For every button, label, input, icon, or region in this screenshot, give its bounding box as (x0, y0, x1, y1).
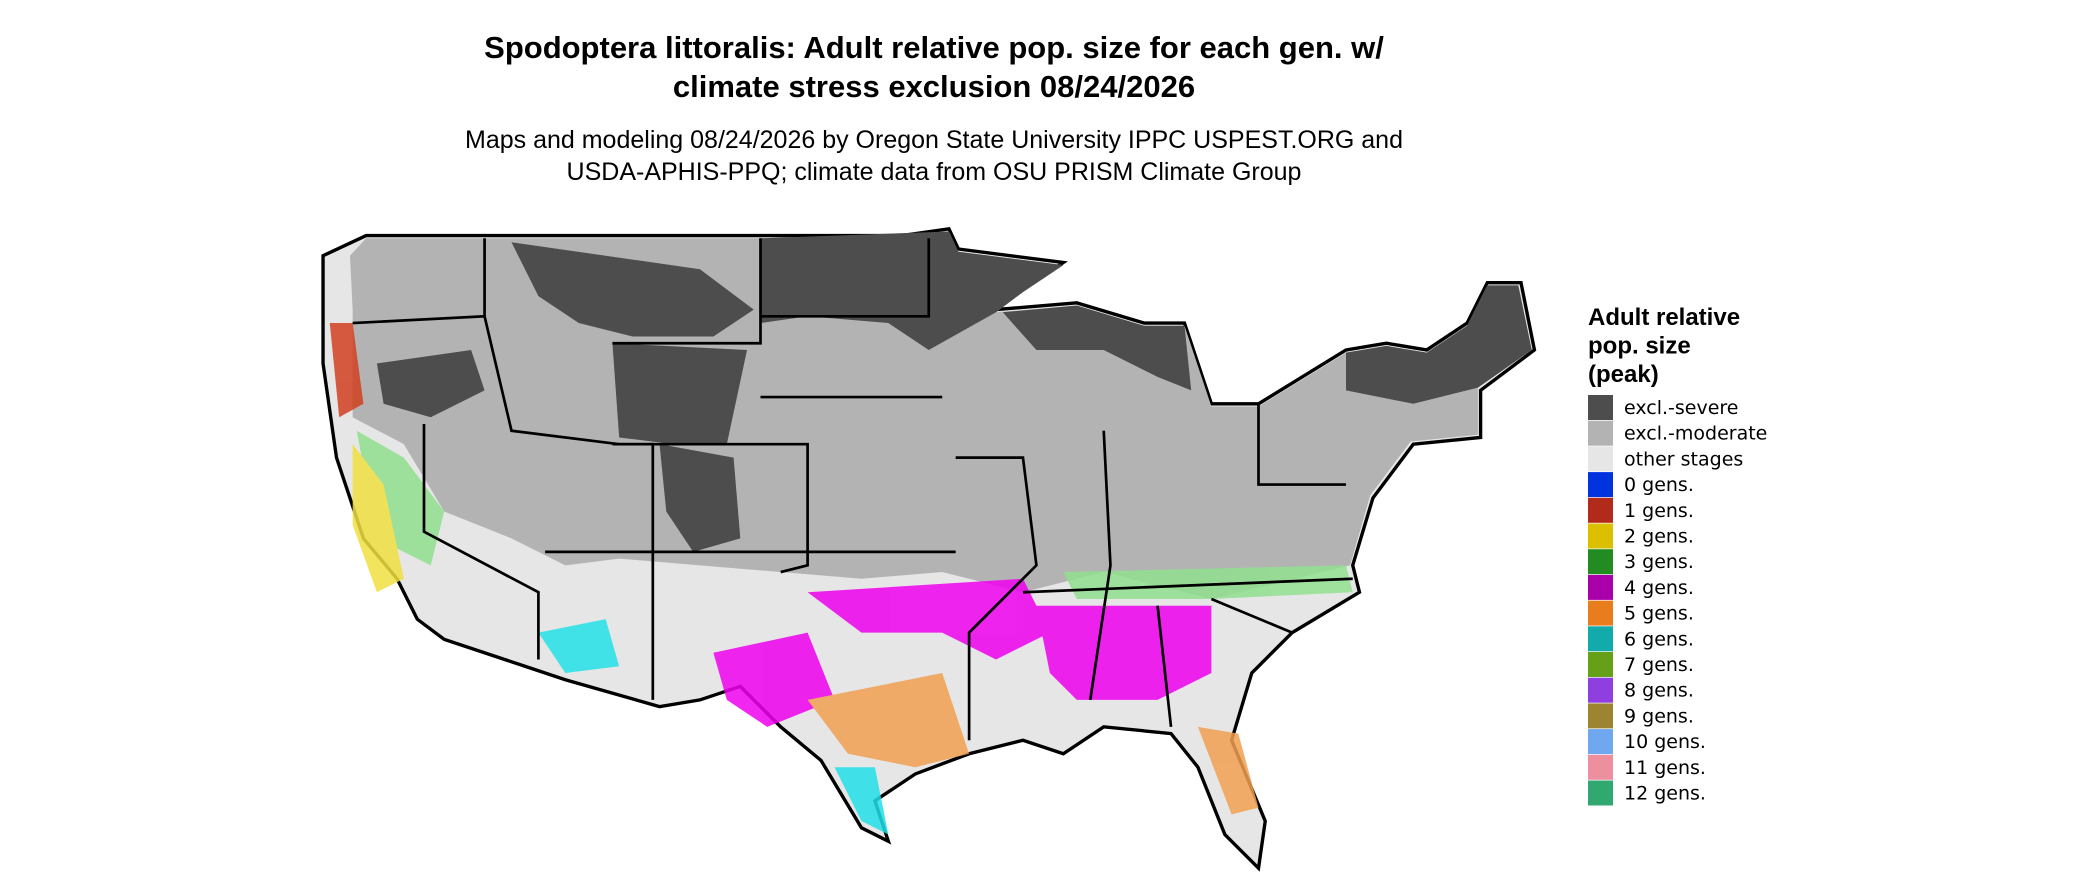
legend-label: 8 gens. (1624, 680, 1694, 702)
legend-label: excl.-severe (1624, 397, 1739, 419)
state-lines (352, 238, 1353, 741)
legend-swatch (1588, 446, 1613, 472)
legend-label: 2 gens. (1624, 526, 1694, 548)
zone (352, 444, 404, 593)
zone (538, 619, 620, 673)
legend-label: 0 gens. (1624, 474, 1694, 496)
legend-swatch (1588, 549, 1613, 575)
legend-swatch (1588, 780, 1613, 806)
severe-zone (511, 242, 754, 337)
legend-swatch (1588, 626, 1613, 652)
title-line: Spodoptera littoralis: Adult relative po… (484, 30, 1384, 65)
legend-title: Adult relative (1588, 304, 1740, 331)
legend-swatch (1588, 600, 1613, 626)
legend-swatch (1588, 703, 1613, 729)
legend-swatch (1588, 472, 1613, 498)
legend-label: other stages (1624, 448, 1743, 470)
subtitle-line: Maps and modeling 08/24/2026 by Oregon S… (465, 126, 1403, 154)
legend-title: pop. size (1588, 333, 1691, 360)
legend-swatch (1588, 652, 1613, 677)
legend-swatch (1588, 729, 1613, 755)
zone (329, 323, 364, 418)
zone (1197, 726, 1259, 815)
state-line (1022, 577, 1353, 594)
legend-swatch (1588, 395, 1613, 420)
state-line (1088, 430, 1112, 701)
severe-zone (376, 349, 485, 418)
state-line (352, 314, 655, 700)
zone (713, 632, 835, 727)
legend-label: 9 gens. (1624, 705, 1694, 727)
subtitle-line: USDA-APHIS-PPQ; climate data from OSU PR… (567, 158, 1302, 186)
state-line (760, 238, 931, 318)
zone (807, 673, 970, 768)
legend-label: 10 gens. (1624, 731, 1706, 753)
legend-swatch (1588, 497, 1613, 523)
legend-swatch (1588, 420, 1613, 446)
legend-swatch (1588, 754, 1613, 780)
texts: Spodoptera littoralis: Adult relative po… (465, 30, 1767, 806)
severe-zone (1346, 285, 1532, 404)
legend-label: 11 gens. (1624, 757, 1706, 779)
state-line (1156, 605, 1173, 727)
state-line (612, 238, 762, 345)
zone (807, 578, 1050, 660)
legend-label: 7 gens. (1624, 654, 1694, 676)
zone (834, 767, 889, 835)
state-line (1257, 403, 1346, 486)
title-line: climate stress exclusion 08/24/2026 (673, 69, 1195, 104)
state-line (955, 456, 1038, 741)
legend-label: 12 gens. (1624, 783, 1706, 805)
severe-zone (612, 343, 748, 445)
legend-title: (peak) (1588, 361, 1659, 388)
legend-label: 4 gens. (1624, 577, 1694, 599)
legend-label: 5 gens. (1624, 603, 1694, 625)
state-line (422, 423, 540, 660)
generation-zones (329, 323, 1353, 835)
severe-zone (1002, 305, 1192, 391)
legend-label: excl.-moderate (1624, 423, 1767, 445)
state-line (612, 442, 809, 574)
state-line (1210, 597, 1293, 634)
zone (1063, 565, 1353, 599)
zone (1036, 605, 1212, 700)
legend-swatch (1588, 574, 1613, 600)
legend-swatch (1588, 523, 1613, 549)
severe-zone (659, 444, 741, 552)
severe-zones (376, 231, 1532, 552)
map (321, 226, 1537, 872)
severe-zone (760, 231, 1064, 350)
legend-label: 3 gens. (1624, 551, 1694, 573)
legend-swatch (1588, 677, 1613, 703)
legend-label: 6 gens. (1624, 628, 1694, 650)
legend-label: 1 gens. (1624, 500, 1694, 522)
